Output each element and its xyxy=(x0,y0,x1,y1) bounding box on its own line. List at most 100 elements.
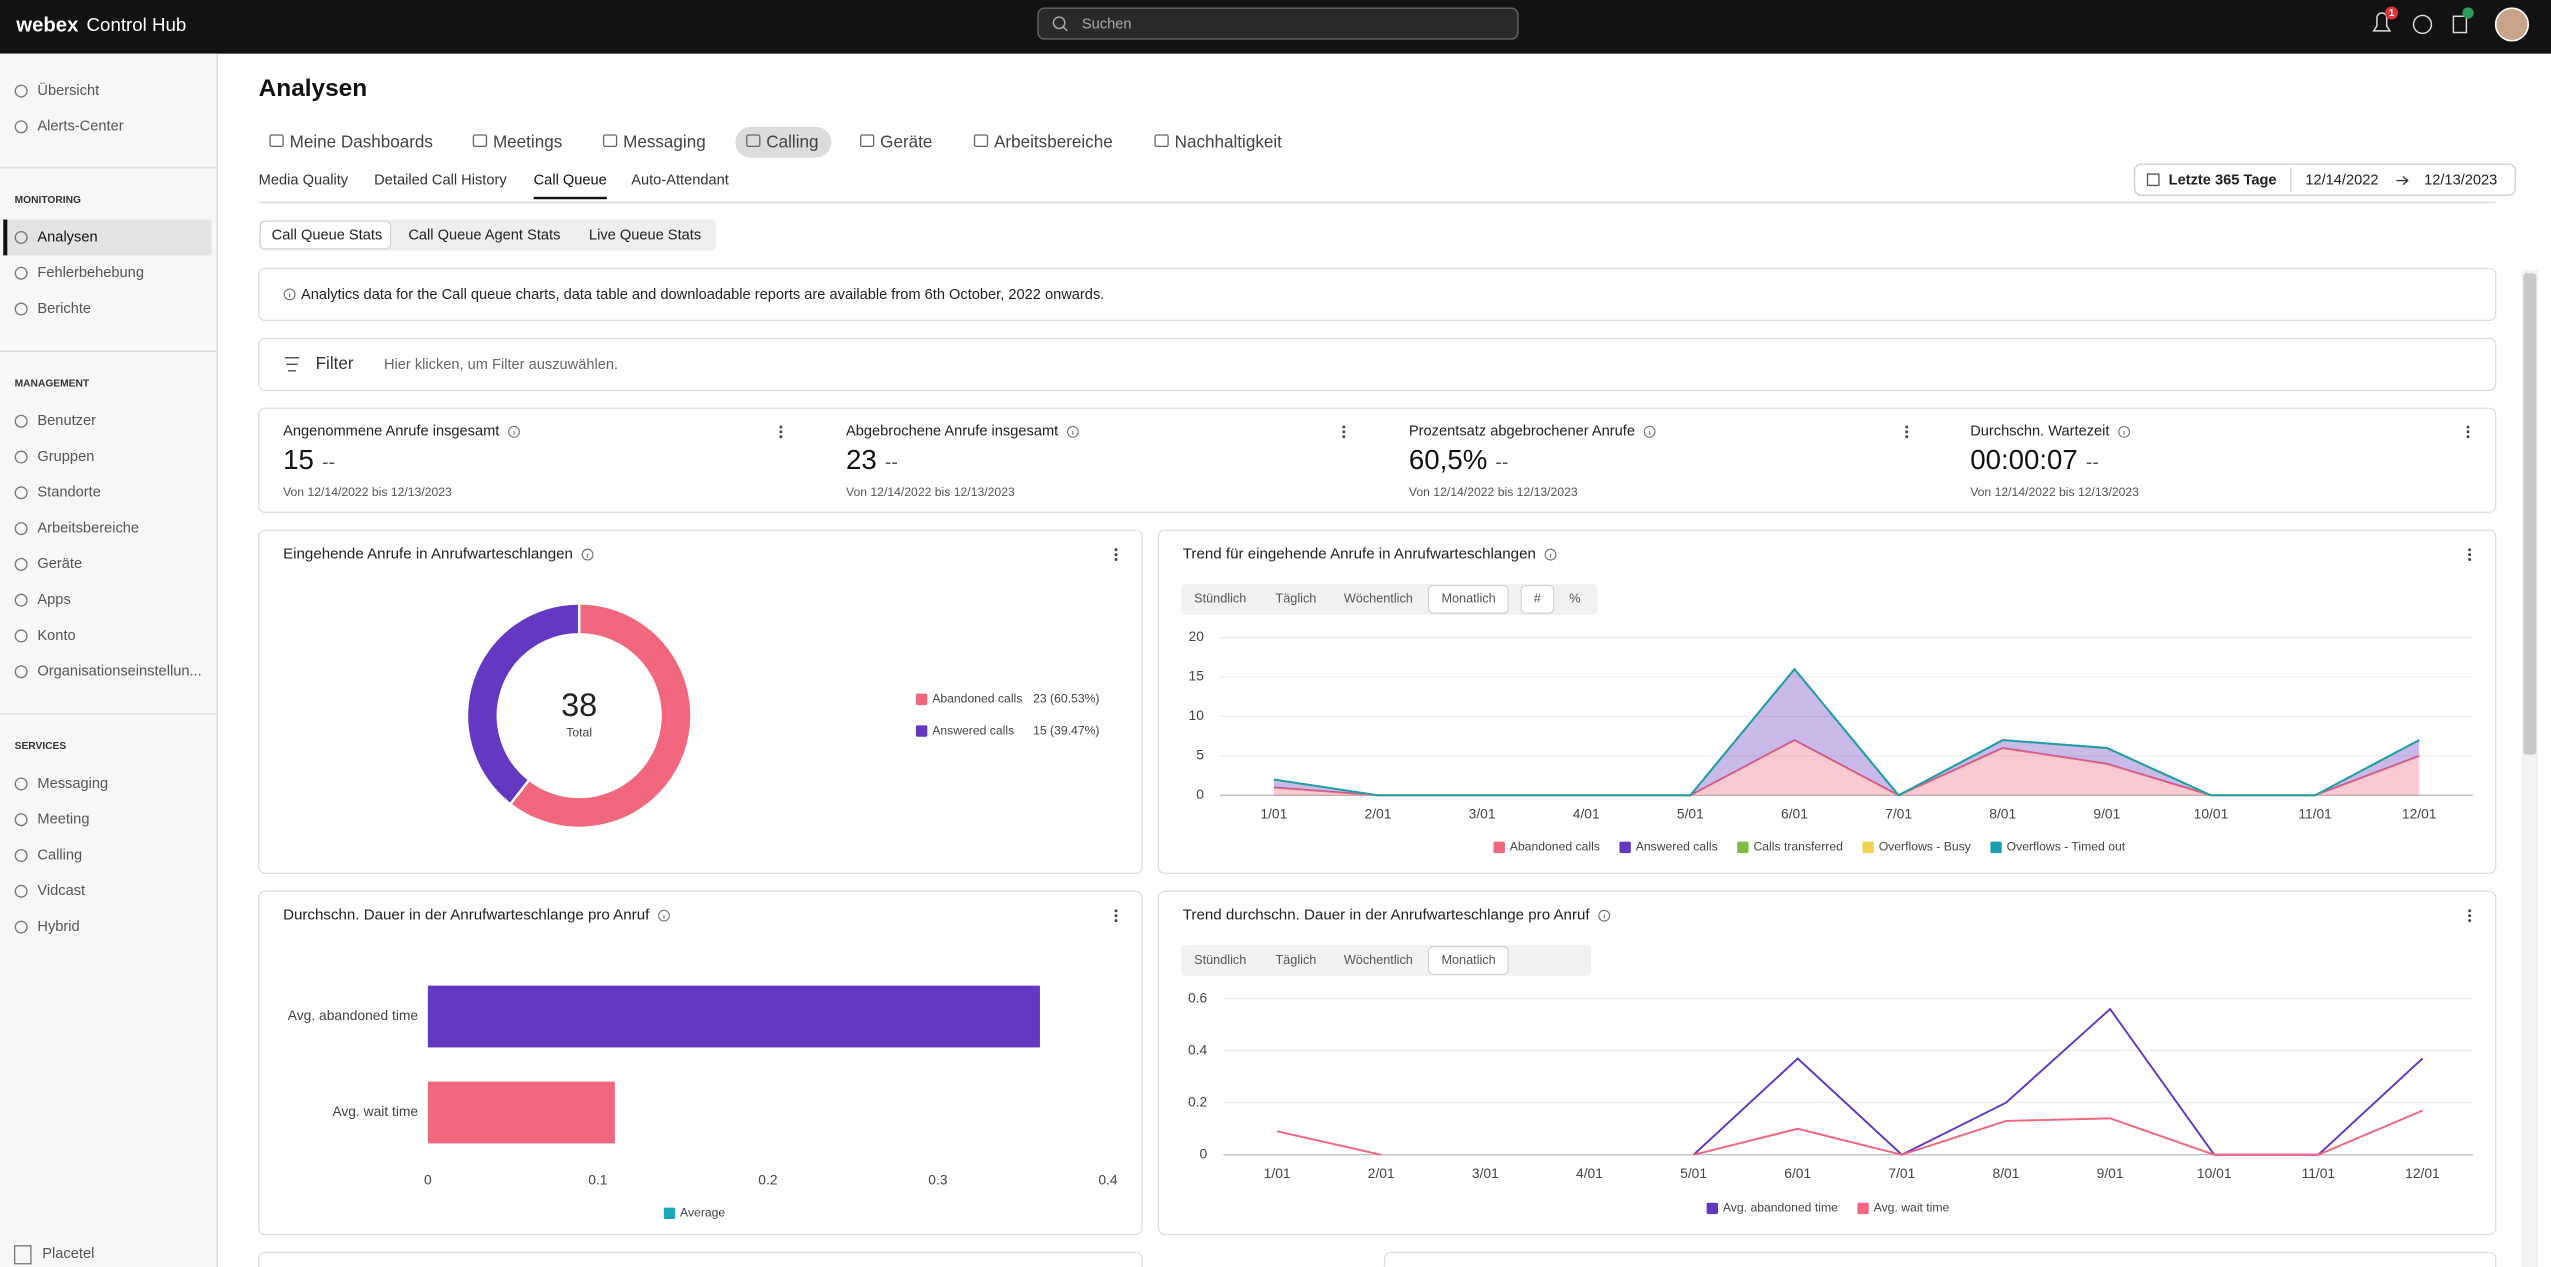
bar xyxy=(428,1082,615,1144)
more-menu[interactable] xyxy=(1115,909,1118,912)
legend-label: Answered calls xyxy=(932,723,1014,737)
x-tick-label: 0.1 xyxy=(588,1171,607,1187)
nav-item[interactable]: Arbeitsbereiche xyxy=(37,520,139,536)
granularity-option[interactable]: Monatlich xyxy=(1441,953,1495,967)
donut-total-label: Total xyxy=(566,726,592,740)
nav-item[interactable]: Hybrid xyxy=(37,919,79,935)
more-menu[interactable] xyxy=(779,435,782,438)
kpi-value: 00:00:07 xyxy=(1970,444,2078,475)
segment[interactable]: Call Queue Agent Stats xyxy=(408,228,560,244)
nav-selected xyxy=(3,220,211,256)
sub-tab[interactable]: Detailed Call History xyxy=(374,172,507,188)
more-menu[interactable] xyxy=(1115,919,1118,922)
kpi-title: Prozentsatz abgebrochener Anrufe xyxy=(1409,424,1635,440)
search-placeholder: Suchen xyxy=(1082,16,1132,32)
legend-swatch xyxy=(1857,1203,1868,1214)
more-menu[interactable] xyxy=(2468,553,2471,556)
granularity-option[interactable]: Wöchentlich xyxy=(1344,953,1413,967)
nav-item[interactable]: Alerts-Center xyxy=(37,119,123,135)
more-menu[interactable] xyxy=(1115,914,1118,917)
kpi-delta: -- xyxy=(885,452,898,474)
more-menu[interactable] xyxy=(2468,548,2471,551)
x-tick-label: 0 xyxy=(424,1171,432,1187)
nav-item[interactable]: Übersicht xyxy=(37,81,99,99)
granularity-option[interactable]: Täglich xyxy=(1276,592,1317,606)
nav-item[interactable]: Geräte xyxy=(37,556,82,572)
tasks-badge xyxy=(2462,7,2473,18)
tab[interactable]: Calling xyxy=(766,133,818,152)
nav-selected-bar xyxy=(3,220,7,256)
granularity-option[interactable]: Wöchentlich xyxy=(1344,592,1413,606)
nav-section-title: SERVICES xyxy=(15,741,67,752)
more-menu[interactable] xyxy=(2468,558,2471,561)
y-tick-label: 5 xyxy=(1196,747,1204,763)
more-menu[interactable] xyxy=(1342,425,1345,428)
nav-item[interactable]: Standorte xyxy=(37,485,100,501)
more-menu[interactable] xyxy=(2468,919,2471,922)
segment[interactable]: Live Queue Stats xyxy=(589,228,701,244)
chart-card xyxy=(1158,891,2495,1234)
granularity-option[interactable]: Täglich xyxy=(1276,953,1317,967)
legend-label: Average xyxy=(680,1206,725,1220)
nav-item[interactable]: Konto xyxy=(37,628,75,644)
kpi-title: Durchschn. Wartezeit xyxy=(1970,424,2109,440)
x-tick-label: 11/01 xyxy=(2298,806,2332,822)
more-menu[interactable] xyxy=(1342,435,1345,438)
more-menu[interactable] xyxy=(1342,430,1345,433)
date-preset: Letzte 365 Tage xyxy=(2169,172,2277,188)
legend-swatch xyxy=(1494,842,1505,853)
nav-item[interactable]: Calling xyxy=(37,847,82,863)
filter-placeholder: Hier klicken, um Filter auszuwählen. xyxy=(384,357,618,373)
tab[interactable]: Geräte xyxy=(880,133,932,152)
more-menu[interactable] xyxy=(2468,909,2471,912)
sub-tab[interactable]: Auto-Attendant xyxy=(631,172,729,188)
more-menu[interactable] xyxy=(2467,425,2470,428)
x-tick-label: 4/01 xyxy=(1573,806,1600,822)
chart-title: Durchschn. Dauer in der Anrufwarteschlan… xyxy=(283,907,650,924)
more-menu[interactable] xyxy=(779,425,782,428)
nav-item[interactable]: Analysen xyxy=(37,229,97,245)
more-menu[interactable] xyxy=(1905,435,1908,438)
nav-item[interactable]: Vidcast xyxy=(37,883,85,899)
mode-option[interactable]: % xyxy=(1569,592,1580,606)
tab[interactable]: Nachhaltigkeit xyxy=(1175,133,1283,152)
nav-item[interactable]: Gruppen xyxy=(37,449,94,465)
more-menu[interactable] xyxy=(1905,425,1908,428)
nav-item[interactable]: Organisationseinstellun... xyxy=(37,664,201,680)
mode-option[interactable]: # xyxy=(1534,592,1541,606)
more-menu[interactable] xyxy=(1905,430,1908,433)
date-to: 12/13/2023 xyxy=(2424,172,2497,188)
tab[interactable]: Messaging xyxy=(623,133,706,152)
more-menu[interactable] xyxy=(1115,553,1118,556)
x-tick-label: 0.4 xyxy=(1098,1171,1118,1187)
more-menu[interactable] xyxy=(1115,558,1118,561)
tab[interactable]: Meetings xyxy=(493,133,562,152)
nav-item[interactable]: Berichte xyxy=(37,301,91,317)
more-menu[interactable] xyxy=(2467,435,2470,438)
kpi-period: Von 12/14/2022 bis 12/13/2023 xyxy=(283,485,452,499)
nav-item[interactable]: Fehlerbehebung xyxy=(37,265,144,281)
granularity-option[interactable]: Monatlich xyxy=(1441,592,1495,606)
x-tick-label: 3/01 xyxy=(1472,1165,1499,1181)
more-menu[interactable] xyxy=(2467,430,2470,433)
granularity-option[interactable]: Stündlich xyxy=(1194,953,1246,967)
avatar[interactable] xyxy=(2496,8,2529,41)
tab[interactable]: Meine Dashboards xyxy=(290,133,433,152)
sub-tab[interactable]: Call Queue xyxy=(534,172,607,188)
notice-text: Analytics data for the Call queue charts… xyxy=(301,287,1104,303)
x-tick-label: 10/01 xyxy=(2194,806,2229,822)
nav-item[interactable]: Meeting xyxy=(37,812,89,828)
tab[interactable]: Arbeitsbereiche xyxy=(994,133,1113,152)
more-menu[interactable] xyxy=(779,430,782,433)
nav-item[interactable]: Messaging xyxy=(37,776,108,792)
sub-tab[interactable]: Media Quality xyxy=(259,172,349,188)
segment[interactable]: Call Queue Stats xyxy=(272,228,383,244)
granularity-option[interactable]: Stündlich xyxy=(1194,592,1246,606)
x-tick-label: 1/01 xyxy=(1260,806,1287,822)
more-menu[interactable] xyxy=(1115,548,1118,551)
sub-tab-underline xyxy=(534,197,607,199)
more-menu[interactable] xyxy=(2468,914,2471,917)
nav-item[interactable]: Apps xyxy=(37,592,70,608)
nav-item[interactable]: Benutzer xyxy=(37,413,96,429)
